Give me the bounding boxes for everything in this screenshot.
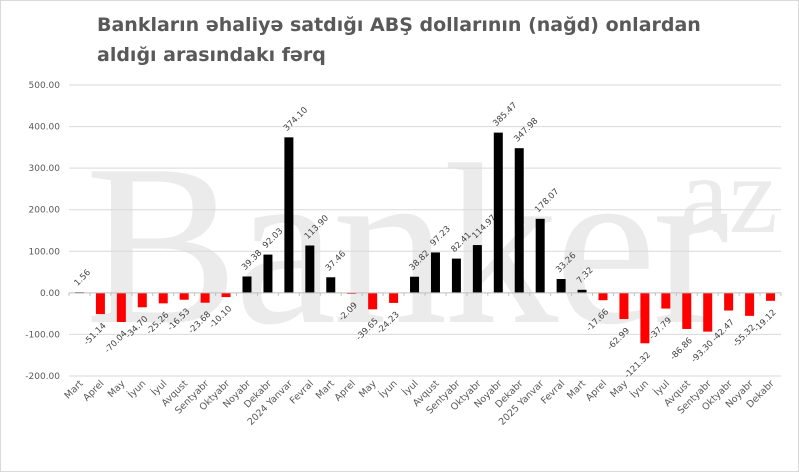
bar bbox=[221, 292, 231, 298]
bar bbox=[556, 279, 566, 293]
data-label: -62.99 bbox=[606, 326, 632, 352]
data-label: -2.09 bbox=[337, 301, 360, 324]
data-label: 347.98 bbox=[512, 116, 540, 144]
data-label: 178.07 bbox=[533, 187, 561, 215]
bar bbox=[368, 292, 378, 310]
bar bbox=[158, 292, 168, 304]
watermark-logo-suffix: az bbox=[680, 134, 778, 256]
y-tick-label: 200.00 bbox=[29, 206, 61, 216]
data-label: 7.32 bbox=[575, 265, 595, 285]
bar bbox=[661, 292, 671, 309]
data-label: -37.79 bbox=[647, 316, 673, 342]
bar bbox=[410, 276, 420, 293]
data-label: 39.38 bbox=[240, 248, 264, 272]
data-labels: 1.56-51.14-70.04-34.70-25.26-16.53-23.68… bbox=[73, 101, 779, 381]
bar bbox=[766, 292, 776, 301]
bar bbox=[640, 292, 650, 344]
x-category-label: Aprel bbox=[584, 378, 609, 403]
data-label: 1.56 bbox=[73, 268, 93, 288]
x-category-label: Aprel bbox=[333, 378, 358, 403]
y-tick-label: 0.00 bbox=[40, 289, 60, 299]
data-label: 385.47 bbox=[491, 101, 519, 129]
data-label: 33.26 bbox=[554, 251, 578, 275]
y-tick-label: -200.00 bbox=[25, 372, 60, 382]
x-category-label: May bbox=[106, 378, 128, 400]
data-label: 38.82 bbox=[408, 249, 432, 273]
x-category-label: İyun bbox=[126, 378, 148, 400]
y-tick-label: 300.00 bbox=[29, 164, 61, 174]
bar bbox=[472, 245, 482, 293]
y-axis: 500.00 400.00 300.00 200.00 100.00 0.00 -100.0… bbox=[25, 81, 60, 382]
bar bbox=[682, 292, 692, 329]
bar bbox=[598, 292, 608, 301]
x-category-label: İyun bbox=[377, 378, 399, 400]
x-category-label: May bbox=[357, 378, 379, 400]
bar bbox=[703, 292, 713, 332]
chart-title-line-2: aldığı arasındakı fərq bbox=[97, 44, 326, 66]
data-label: -17.66 bbox=[585, 307, 611, 333]
x-category-label: İyun bbox=[629, 378, 651, 400]
bar bbox=[326, 277, 336, 293]
y-tick-label: -100.00 bbox=[25, 330, 60, 340]
bar bbox=[200, 292, 210, 303]
y-tick-label: 100.00 bbox=[29, 247, 61, 257]
y-tick-label: 400.00 bbox=[29, 123, 61, 133]
bar bbox=[451, 258, 461, 293]
data-label: 37.46 bbox=[324, 249, 348, 273]
bar bbox=[95, 292, 105, 315]
bar bbox=[745, 292, 755, 316]
bar bbox=[430, 252, 440, 293]
bar bbox=[263, 254, 273, 293]
bar bbox=[305, 245, 315, 293]
x-category-label: Aprel bbox=[81, 378, 106, 403]
bar bbox=[724, 292, 734, 311]
bar bbox=[116, 292, 126, 322]
bar bbox=[493, 132, 503, 293]
data-label: 374.10 bbox=[282, 105, 310, 133]
bar bbox=[242, 276, 252, 293]
bar bbox=[577, 289, 587, 293]
gridlines bbox=[69, 84, 781, 377]
bar bbox=[389, 292, 399, 303]
chart-title-line-1: Bankların əhaliyə satdığı ABŞ dollarının… bbox=[97, 14, 701, 36]
y-tick-label: 500.00 bbox=[29, 81, 61, 91]
data-label: 113.90 bbox=[303, 214, 331, 242]
bar bbox=[535, 218, 545, 293]
data-label: 92.03 bbox=[261, 226, 285, 250]
x-category-label: Fevral bbox=[539, 378, 567, 406]
bar bbox=[179, 292, 189, 300]
bar bbox=[284, 137, 294, 293]
chart-title: Bankların əhaliyə satdığı ABŞ dollarının… bbox=[97, 10, 717, 70]
data-label: 97.23 bbox=[429, 224, 453, 248]
x-category-label: May bbox=[608, 378, 630, 400]
x-category-label: Fevral bbox=[288, 378, 316, 406]
data-label: -19.12 bbox=[752, 308, 778, 334]
bar bbox=[619, 292, 629, 320]
bar bbox=[514, 148, 524, 293]
bar bbox=[137, 292, 147, 308]
bars bbox=[74, 132, 776, 344]
